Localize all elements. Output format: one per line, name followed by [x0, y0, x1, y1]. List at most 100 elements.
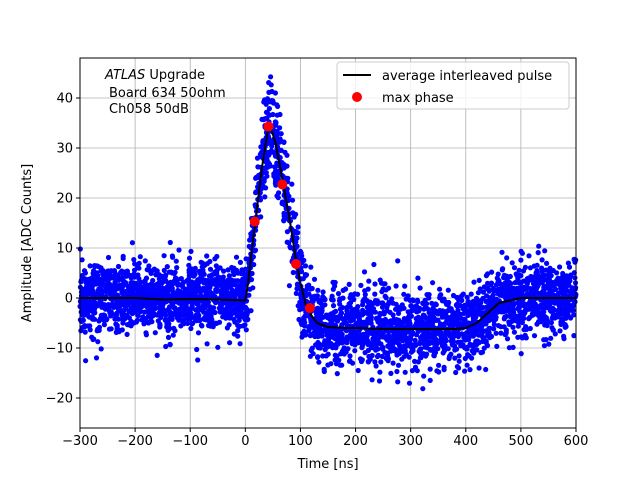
scatter-sample-point: [245, 309, 251, 315]
scatter-sample-point: [148, 270, 154, 276]
scatter-sample-point: [120, 253, 126, 259]
scatter-sample-point: [483, 366, 489, 373]
scatter-sample-point: [509, 313, 515, 319]
scatter-sample-point: [164, 264, 170, 270]
scatter-sample-point: [411, 307, 417, 313]
scatter-sample-point: [371, 261, 377, 268]
scatter-sample-point: [91, 306, 97, 312]
scatter-sample-point: [246, 292, 252, 298]
scatter-sample-point: [485, 280, 491, 286]
scatter-sample-point: [204, 253, 210, 259]
scatter-sample-point: [498, 330, 504, 336]
scatter-sample-point: [172, 305, 178, 311]
scatter-sample-point: [561, 333, 567, 339]
scatter-sample-point: [546, 272, 552, 278]
scatter-sample-point: [160, 290, 166, 296]
scatter-sample-point: [369, 377, 375, 383]
scatter-sample-point: [297, 299, 303, 305]
scatter-sample-point: [495, 309, 501, 315]
scatter-sample-point: [103, 288, 109, 295]
scatter-sample-point: [506, 321, 512, 327]
scatter-sample-point: [533, 286, 539, 292]
scatter-sample-point: [104, 281, 111, 287]
scatter-sample-point: [419, 335, 425, 341]
scatter-sample-point: [542, 277, 548, 283]
scatter-sample-point: [168, 314, 175, 320]
scatter-sample-point: [95, 339, 101, 345]
scatter-sample-point: [421, 313, 427, 319]
scatter-sample-point: [369, 331, 375, 337]
scatter-sample-point: [165, 334, 172, 340]
scatter-sample-point: [566, 264, 573, 270]
scatter-sample-point: [357, 356, 364, 362]
scatter-sample-point: [402, 348, 408, 354]
scatter-sample-point: [385, 353, 391, 359]
scatter-sample-point: [337, 306, 343, 312]
scatter-sample-point: [135, 272, 141, 278]
x-tick-label: −300: [62, 434, 98, 449]
scatter-sample-point: [267, 99, 273, 105]
scatter-sample-point: [362, 288, 368, 294]
scatter-sample-point: [216, 319, 223, 325]
scatter-sample-point: [499, 284, 505, 290]
scatter-sample-point: [364, 298, 370, 304]
scatter-sample-point: [550, 268, 556, 274]
scatter-sample-point: [148, 306, 154, 312]
scatter-sample-point: [109, 301, 115, 307]
scatter-sample-point: [415, 275, 421, 281]
scatter-sample-point: [348, 300, 354, 306]
scatter-sample-point: [430, 305, 436, 311]
plot-frame: [79, 57, 577, 429]
scatter-sample-point: [278, 131, 284, 137]
scatter-sample-point: [557, 305, 563, 311]
scatter-sample-point: [456, 353, 462, 359]
scatter-sample-point: [205, 299, 211, 305]
scatter-sample-point: [466, 353, 472, 359]
scatter-sample-point: [541, 343, 548, 349]
scatter-sample-point: [234, 307, 240, 313]
scatter-sample-point: [448, 351, 454, 357]
y-tick-label: 0: [65, 292, 73, 307]
scatter-sample-point: [238, 301, 244, 307]
scatter-sample-point: [131, 320, 137, 326]
scatter-sample-point: [106, 271, 112, 277]
scatter-sample-point: [311, 276, 318, 282]
scatter-sample-point: [195, 308, 202, 314]
scatter-sample-point: [350, 317, 356, 323]
scatter-sample-point: [426, 295, 432, 301]
scatter-sample-point: [491, 321, 497, 328]
scatter-sample-point: [445, 346, 451, 352]
scatter-sample-point: [336, 357, 342, 363]
scatter-sample-point: [264, 173, 270, 179]
scatter-sample-point: [166, 324, 172, 331]
scatter-sample-point: [124, 313, 130, 319]
scatter-sample-point: [452, 355, 458, 361]
scatter-sample-point: [302, 323, 308, 329]
scatter-sample-point: [176, 300, 182, 306]
scatter-sample-point: [435, 317, 441, 323]
scatter-sample-point: [385, 358, 391, 364]
scatter-sample-point: [188, 248, 194, 254]
scatter-sample-point: [96, 327, 102, 333]
scatter-sample-point: [309, 294, 315, 300]
scatter-sample-point: [120, 320, 126, 326]
scatter-sample-point: [420, 386, 426, 392]
scatter-sample-point: [468, 291, 474, 297]
scatter-sample-point: [511, 329, 517, 335]
annotation-line-1: ATLAS Upgrade: [104, 68, 205, 83]
scatter-sample-point: [289, 197, 296, 203]
scatter-sample-point: [437, 286, 443, 292]
annotation-line-3: Ch058 50dB: [109, 102, 189, 117]
scatter-sample-point: [532, 273, 538, 279]
scatter-sample-point: [518, 334, 524, 340]
scatter-sample-point: [365, 341, 371, 347]
scatter-sample-point: [377, 369, 383, 375]
scatter-sample-point: [206, 294, 212, 300]
scatter-sample-point: [188, 290, 195, 296]
scatter-sample-point: [460, 291, 466, 297]
scatter-sample-point: [162, 317, 168, 323]
scatter-sample-point: [521, 311, 527, 317]
scatter-sample-point: [487, 297, 493, 303]
scatter-sample-point: [426, 331, 432, 337]
y-tick-label: −10: [46, 342, 73, 357]
